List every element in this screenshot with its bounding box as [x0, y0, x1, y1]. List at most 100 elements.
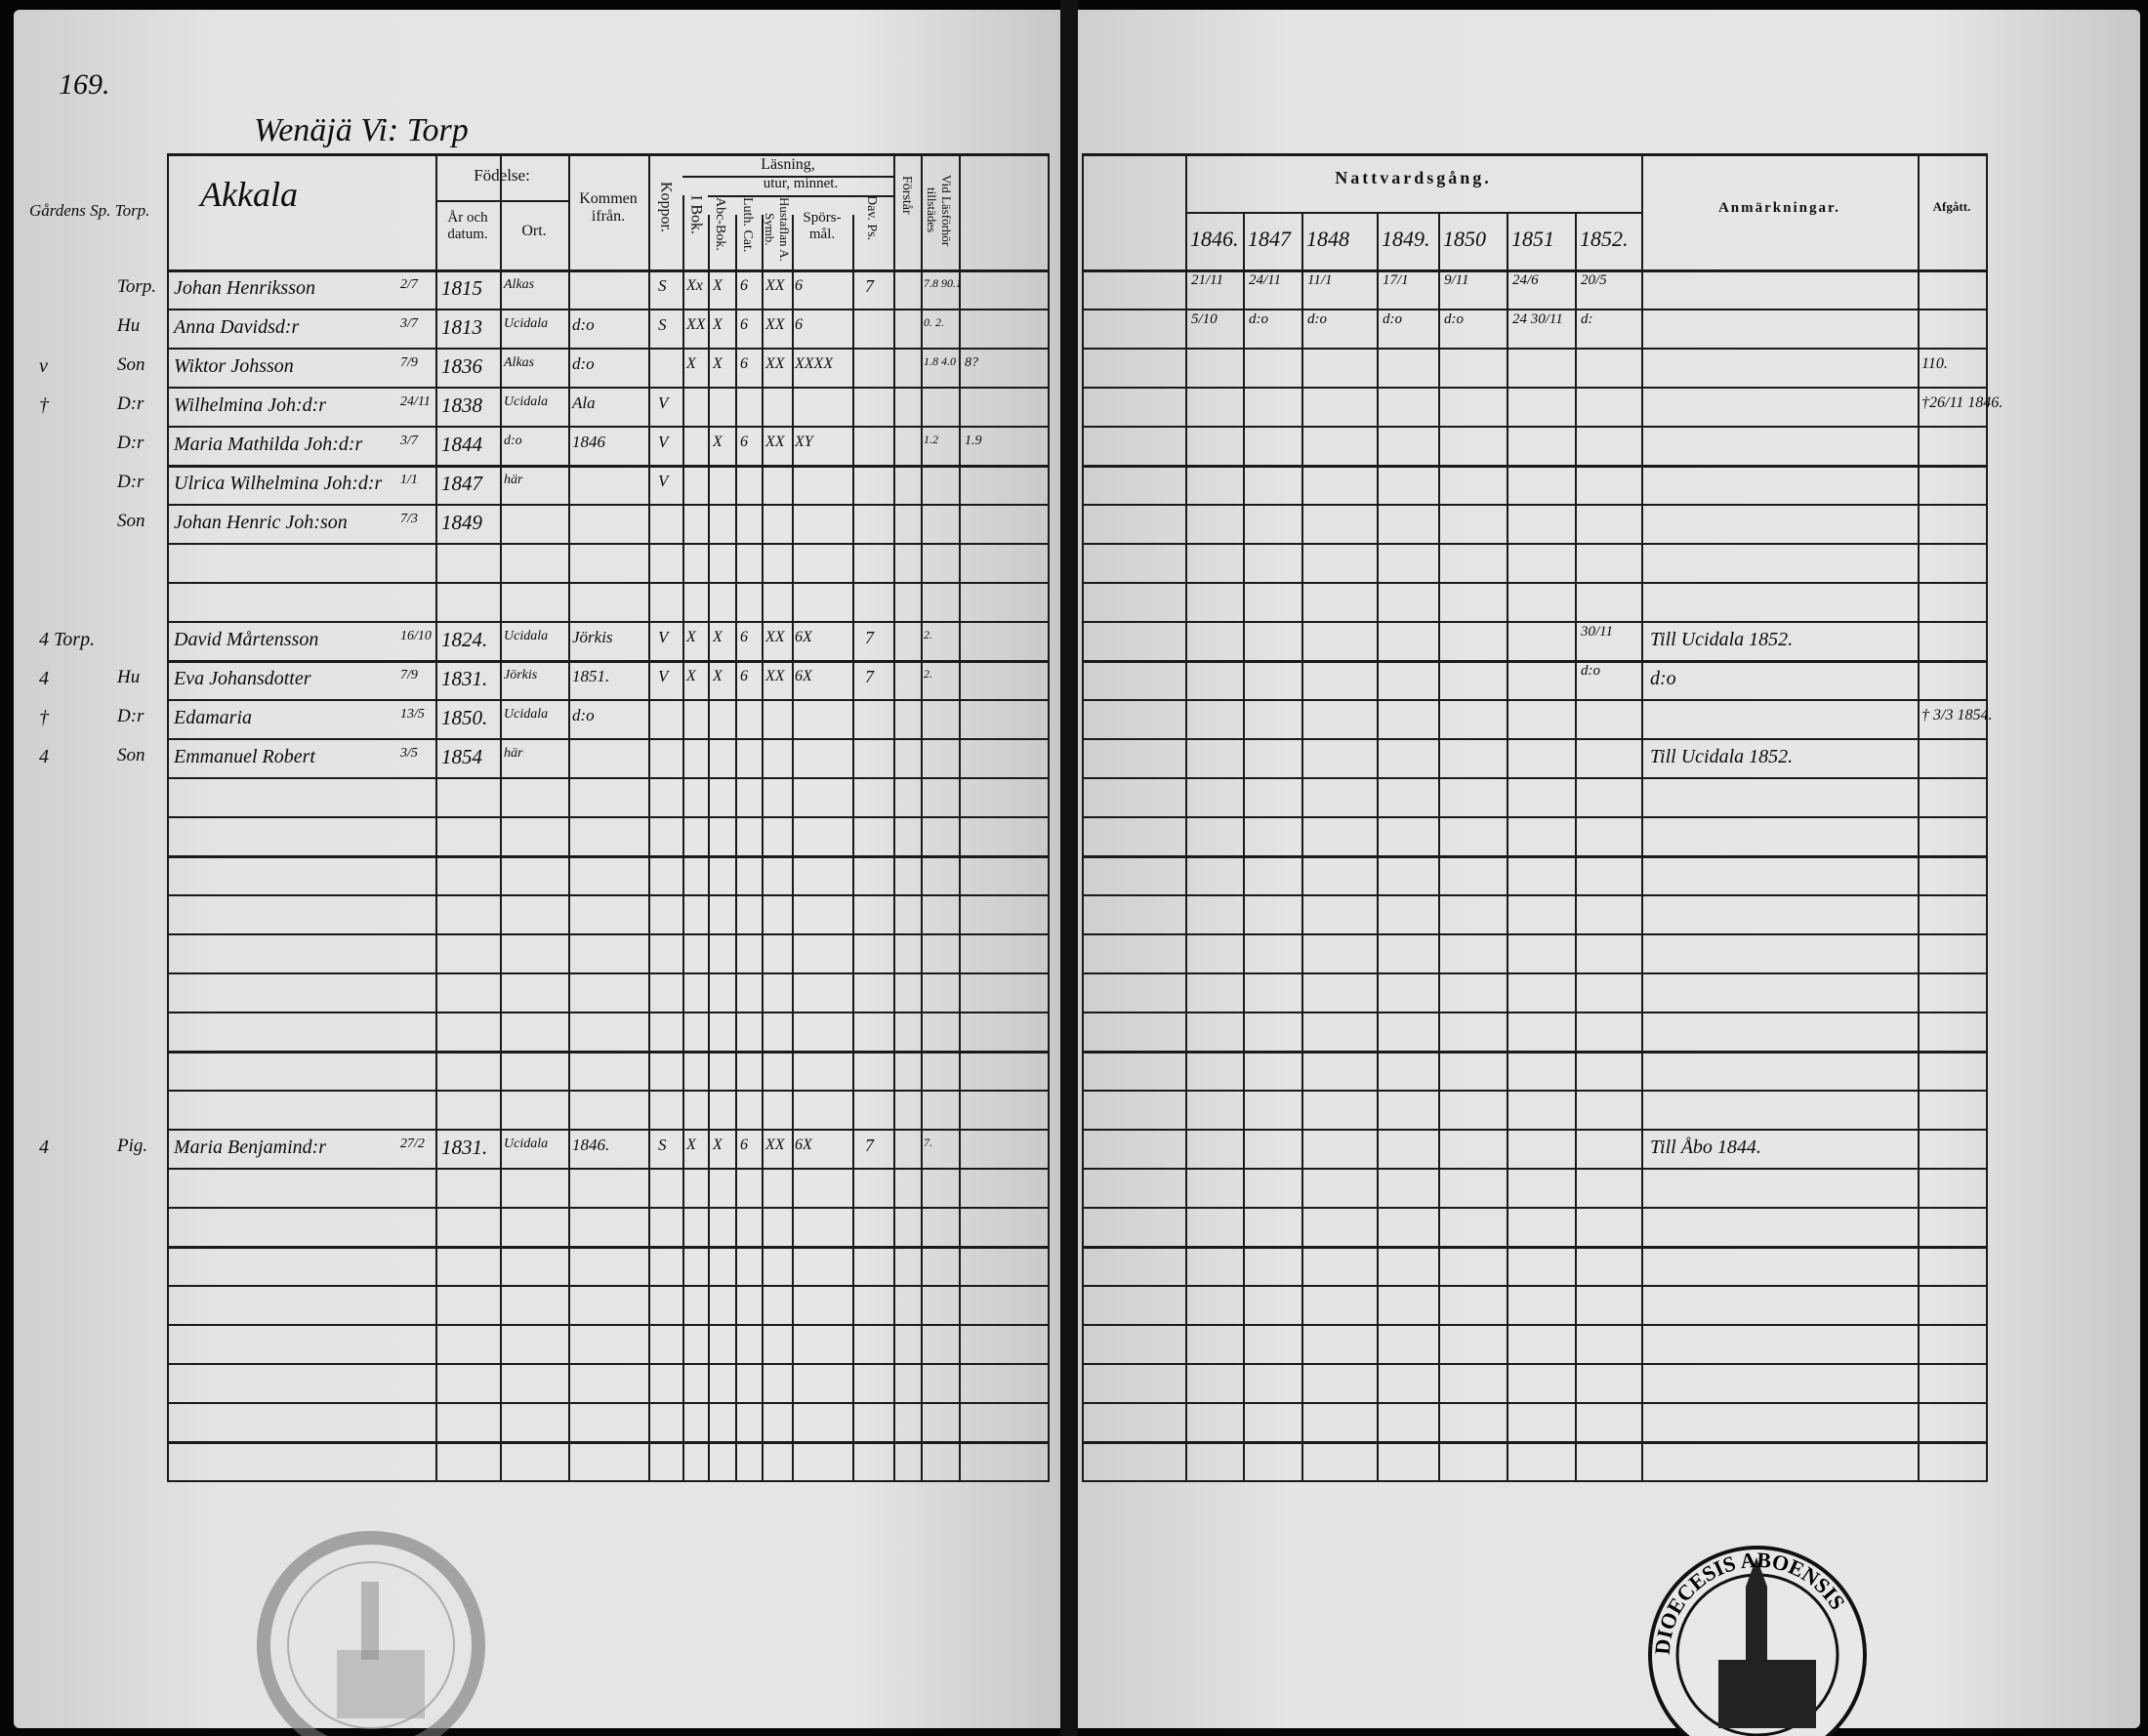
- cell-year: 1836: [441, 354, 482, 378]
- header-luth-cat: Luth. Cat.: [740, 197, 756, 253]
- cell-date: 7/9: [400, 355, 418, 370]
- cell-lasf: 7.: [924, 1136, 932, 1149]
- cell-i-bok: X: [686, 629, 696, 645]
- cell-from: d:o: [572, 354, 595, 373]
- grid-line: [1507, 212, 1508, 1480]
- cell-abc: X: [713, 355, 723, 372]
- cell-dav: 7: [865, 276, 874, 296]
- cell-lasf: 7.8 90.1: [924, 276, 962, 290]
- cell-communion-date: 24/11: [1249, 272, 1282, 288]
- cell-relation: Hu: [117, 315, 141, 336]
- grid-line: [435, 200, 568, 202]
- row-line: [167, 1207, 1050, 1209]
- cell-abc: X: [713, 434, 723, 450]
- cell-spors: 6X: [795, 629, 812, 645]
- cell-luth: 6: [740, 629, 748, 645]
- row-line: [167, 387, 1050, 389]
- row-line: [167, 1285, 1050, 1287]
- cell-relation: D:r: [117, 433, 145, 453]
- row-line: [1082, 1441, 1988, 1444]
- row-line: [1082, 1402, 1988, 1404]
- header-i-bok: I Bok.: [687, 195, 705, 234]
- cell-abc: X: [713, 1137, 723, 1153]
- cell-place: d:o: [504, 434, 522, 448]
- cell-lasf: 1.2: [924, 433, 938, 446]
- cell-koppor: S: [658, 315, 667, 334]
- cell-luth: 6: [740, 277, 748, 294]
- right-page: [1078, 10, 2140, 1728]
- cell-date: 3/7: [400, 316, 418, 331]
- cell-margin: 4 Torp.: [39, 629, 96, 650]
- cell-place: Jörkis: [504, 668, 538, 682]
- cell-spors: XY: [795, 434, 813, 450]
- row-line: [167, 1441, 1050, 1444]
- row-line: [167, 777, 1050, 779]
- cell-date: 2/7: [400, 277, 418, 292]
- row-line: [167, 582, 1050, 584]
- cell-spors: XXXX: [795, 355, 834, 372]
- row-line: [1082, 816, 1988, 818]
- year-header: 1846.: [1190, 227, 1239, 251]
- cell-abc: X: [713, 668, 723, 684]
- header-koppor: Koppor.: [657, 182, 675, 232]
- row-line: [1082, 699, 1988, 701]
- cell-remarks: Till Ucidala 1852.: [1650, 629, 1794, 650]
- row-line: [167, 621, 1050, 623]
- cell-luth: 6: [740, 668, 748, 684]
- cell-koppor: S: [658, 276, 667, 295]
- row-line: [1082, 933, 1988, 935]
- header-abc-bok: Abc-Bok.: [713, 197, 728, 251]
- cell-husta: XX: [765, 355, 785, 372]
- cell-margin: †: [39, 707, 49, 728]
- cell-communion-date: d:o: [1383, 311, 1402, 327]
- row-line: [1082, 777, 1988, 779]
- row-line: [1082, 426, 1988, 428]
- row-line: [1082, 1363, 1988, 1365]
- cell-husta: XX: [765, 668, 785, 684]
- cell-dav: 7: [865, 628, 874, 647]
- header-sporsmal: Spörs-mål.: [803, 210, 842, 243]
- village-title: Wenäjä Vi: Torp: [254, 112, 469, 148]
- cell-margin: 4: [39, 746, 49, 767]
- header-afgatt: Afgått.: [1932, 199, 1971, 214]
- cell-koppor: V: [658, 628, 669, 646]
- cell-relation: Hu: [117, 667, 141, 687]
- year-header: 1850: [1443, 227, 1486, 251]
- cell-abc: X: [713, 316, 723, 333]
- row-line: [1082, 894, 1988, 896]
- header-kommen: Kommen ifrån.: [579, 190, 638, 226]
- cell-year: 1849: [441, 511, 482, 534]
- cell-place: Ucidala: [504, 316, 549, 331]
- cell-communion-date: 30/11: [1581, 624, 1614, 640]
- row-line: [167, 816, 1050, 818]
- row-line: [167, 738, 1050, 740]
- cell-spors: 6X: [795, 1137, 812, 1153]
- cell-husta: XX: [765, 316, 785, 333]
- grid-line: [1082, 153, 1988, 156]
- cell-from: 1846.: [572, 1136, 610, 1154]
- cell-date: 7/3: [400, 512, 418, 526]
- cell-date: 24/11: [400, 394, 431, 409]
- cell-i-bok: X: [686, 355, 696, 372]
- cell-year: 1815: [441, 276, 482, 300]
- cell-place: Alkas: [504, 355, 535, 370]
- row-line: [1082, 582, 1988, 584]
- year-header: 1847: [1248, 227, 1291, 251]
- row-line: [167, 1051, 1050, 1054]
- cell-communion-date: 24/6: [1512, 272, 1539, 288]
- cell-lasf: 1.8 4.0: [924, 354, 956, 368]
- cell-name: Emmanuel Robert: [174, 746, 315, 767]
- cell-name: Anna Davidsd:r: [174, 316, 300, 338]
- cell-margin: 4: [39, 1137, 49, 1158]
- cell-abc: X: [713, 277, 723, 294]
- cell-relation: D:r: [117, 393, 145, 414]
- row-line: [1082, 1090, 1988, 1092]
- cell-communion-date: 24 30/11: [1512, 311, 1563, 327]
- cell-communion-date: d:o: [1249, 311, 1268, 327]
- cell-name: Johan Henriksson: [174, 277, 315, 299]
- cell-relation: Son: [117, 745, 145, 765]
- cell-name: Wilhelmina Joh:d:r: [174, 394, 327, 416]
- cell-year: 1847: [441, 472, 482, 495]
- cell-abc: X: [713, 629, 723, 645]
- row-line: [1082, 855, 1988, 858]
